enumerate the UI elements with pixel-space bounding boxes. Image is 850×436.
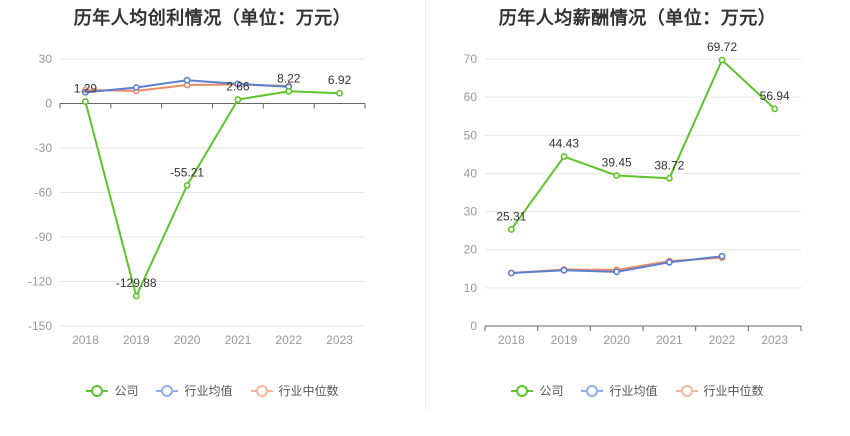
- data-point: [82, 98, 89, 105]
- panel-divider: [425, 0, 426, 410]
- legend-line-icon: [250, 384, 273, 398]
- x-tick-label: 2019: [551, 333, 578, 347]
- y-tick-label: 20: [464, 243, 478, 257]
- data-point: [183, 181, 191, 189]
- y-tick-label: 40: [464, 166, 478, 180]
- data-label: 25.31: [496, 209, 526, 223]
- legend-line-icon: [675, 384, 698, 398]
- y-tick-label: -60: [35, 186, 53, 200]
- y-tick-label: 10: [464, 281, 478, 295]
- data-point: [183, 76, 191, 84]
- x-tick-label: 2020: [174, 333, 201, 347]
- data-point: [336, 89, 343, 97]
- data-point: [507, 226, 515, 233]
- y-tick-label: -30: [35, 141, 53, 155]
- legend-item-company[interactable]: 公司: [511, 382, 563, 399]
- data-point: [560, 153, 568, 160]
- y-tick-label: 0: [45, 97, 52, 111]
- x-tick-label: 2023: [326, 333, 353, 347]
- legend-line-icon: [511, 384, 534, 398]
- salary-per-capita-panel: 历年人均薪酬情况（单位：万元） 70 60 50 40 30 20 10 0 2018 2019 2…: [425, 0, 850, 436]
- legend-label: 公司: [539, 384, 564, 398]
- chart-legend: 公司 行业均值 行业中位数: [0, 382, 425, 399]
- data-point: [718, 56, 726, 64]
- y-tick-label: 70: [464, 52, 478, 66]
- y-tick-label: 0: [470, 319, 477, 333]
- data-label: 56.94: [760, 89, 790, 103]
- x-tick-label: 2020: [603, 333, 630, 347]
- x-tick-label: 2021: [656, 333, 683, 347]
- legend-item-company[interactable]: 公司: [86, 382, 138, 399]
- x-tick-label: 2019: [123, 333, 150, 347]
- data-point: [718, 252, 726, 260]
- x-tick-label: 2023: [761, 333, 788, 347]
- data-point: [665, 258, 673, 266]
- legend-label: 行业均值: [609, 384, 658, 398]
- legend-line-icon: [581, 384, 604, 398]
- y-tick-label: 30: [464, 205, 478, 219]
- data-point: [234, 96, 242, 103]
- data-point: [613, 172, 621, 179]
- y-tick-label: -90: [35, 230, 53, 244]
- data-label: 1.29: [74, 82, 98, 96]
- data-label: 39.45: [602, 156, 632, 170]
- series-line: [84, 90, 340, 298]
- data-point: [234, 80, 242, 88]
- data-label: 2.66: [226, 80, 250, 94]
- legend-label: 行业中位数: [278, 384, 339, 398]
- legend-item-industry-average[interactable]: 行业均值: [156, 382, 233, 399]
- legend-label: 行业均值: [184, 384, 233, 398]
- data-point: [132, 84, 140, 91]
- data-label: 69.72: [707, 40, 737, 54]
- legend-label: 行业中位数: [703, 384, 764, 398]
- chart-legend: 公司 行业均值 行业中位数: [425, 382, 850, 399]
- y-tick-label: 30: [39, 52, 53, 66]
- data-point: [665, 174, 673, 182]
- x-tick-label: 2018: [72, 333, 99, 347]
- data-point: [132, 292, 140, 300]
- data-label: 44.43: [549, 137, 579, 151]
- data-point: [82, 88, 89, 96]
- legend-item-industry-median[interactable]: 行业中位数: [675, 382, 764, 399]
- data-label: 38.72: [654, 158, 684, 172]
- data-label: 8.22: [277, 71, 301, 85]
- data-label: 6.92: [328, 73, 352, 87]
- legend-item-industry-median[interactable]: 行业中位数: [250, 382, 339, 399]
- legend-line-icon: [156, 384, 179, 398]
- data-point: [613, 268, 621, 276]
- chart-title: 历年人均创利情况（单位：万元）: [73, 8, 352, 28]
- x-tick-label: 2022: [275, 333, 302, 347]
- y-tick-label: 60: [464, 90, 478, 104]
- profit-per-capita-chart: 30 0 -30 -60 -90 -120 -150 2018 2019 2020 2021 2022…: [28, 52, 366, 347]
- legend-line-icon: [86, 384, 109, 398]
- profit-per-capita-panel: 历年人均创利情况（单位：万元） 30 0 -30 -60 -90 -120 -150 2018…: [0, 8, 425, 399]
- x-tick-label: 2018: [498, 333, 525, 347]
- series-line: [510, 59, 776, 231]
- x-tick-label: 2022: [709, 333, 736, 347]
- salary-per-capita-chart: 70 60 50 40 30 20 10 0 2018 2019 2020 2021 2022 2023 2…: [464, 40, 802, 347]
- data-point: [560, 266, 568, 274]
- data-label: -55.21: [170, 165, 204, 179]
- legend-label: 公司: [114, 384, 139, 398]
- x-tick-label: 2021: [225, 333, 252, 347]
- data-label: -129.88: [116, 276, 157, 290]
- data-point: [771, 105, 779, 113]
- chart-title: 历年人均薪酬情况（单位：万元）: [498, 8, 777, 28]
- y-tick-label: 50: [464, 128, 478, 142]
- data-point: [507, 269, 515, 277]
- y-tick-label: -150: [28, 319, 52, 333]
- data-point: [285, 87, 293, 95]
- legend-item-industry-average[interactable]: 行业均值: [581, 382, 658, 399]
- y-tick-label: -120: [28, 275, 52, 289]
